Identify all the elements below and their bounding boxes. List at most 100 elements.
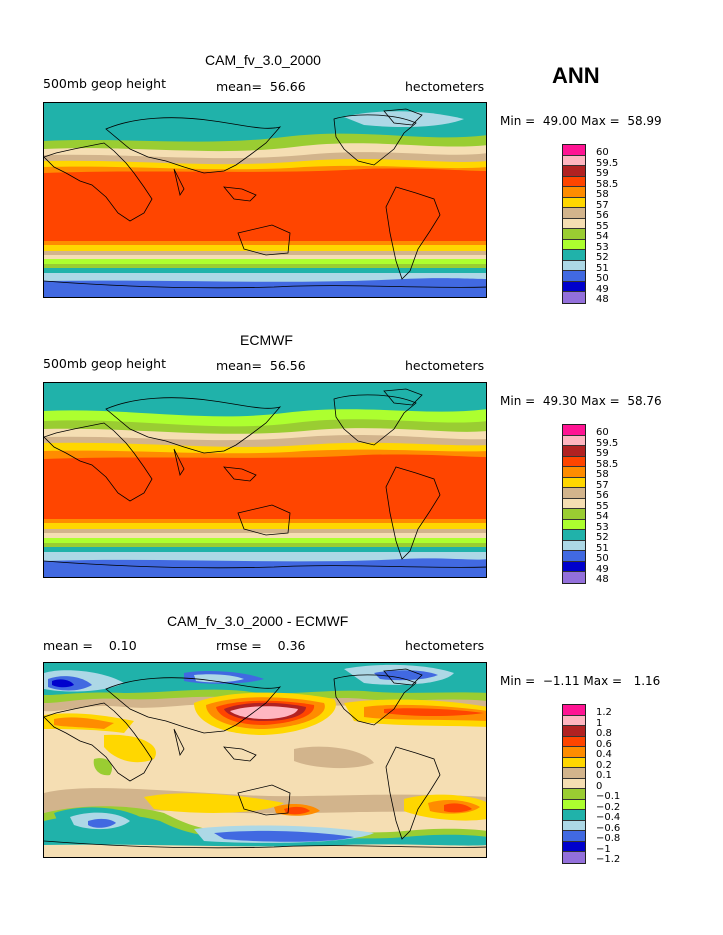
- colorbar-swatch: [563, 239, 585, 250]
- panel2-colorbar: [562, 424, 586, 584]
- colorbar-label: 54: [596, 231, 609, 242]
- colorbar-swatch: [563, 208, 585, 219]
- panel1-units: hectometers: [405, 79, 485, 94]
- colorbar-label: 50: [596, 273, 609, 284]
- panel1-min-label: Min =: [500, 114, 536, 128]
- colorbar-label: 53: [596, 241, 609, 253]
- colorbar-swatch: [563, 488, 585, 499]
- panel1-colorbar: [562, 144, 586, 304]
- panel2-title: ECMWF: [240, 332, 293, 348]
- colorbar-swatch: [563, 778, 585, 789]
- panel2-field-label: 500mb geop height: [43, 356, 166, 371]
- colorbar-label: 1: [596, 717, 603, 729]
- colorbar-label: 57: [596, 479, 609, 491]
- colorbar-swatch: [563, 831, 585, 842]
- colorbar-swatch: [563, 747, 585, 758]
- panel2-minmax: Min = 49.30 Max = 58.76: [500, 394, 662, 408]
- panel1-mean-value: 56.66: [269, 79, 306, 94]
- colorbar-swatch: [563, 561, 585, 572]
- colorbar-swatch: [563, 820, 585, 831]
- colorbar-label: 49: [596, 563, 609, 575]
- colorbar-label: 59: [596, 168, 609, 179]
- colorbar-swatch: [563, 540, 585, 551]
- colorbar-swatch: [563, 726, 585, 737]
- colorbar-swatch: [563, 799, 585, 810]
- colorbar-label: 57: [596, 199, 609, 211]
- panel3-min-label: Min =: [500, 674, 536, 688]
- colorbar-swatch: [563, 572, 585, 583]
- colorbar-label: 52: [596, 252, 609, 263]
- colorbar-swatch: [563, 519, 585, 530]
- colorbar-swatch: [563, 281, 585, 292]
- colorbar-label: 59: [596, 448, 609, 459]
- panel3-rmse-label: rmse =: [216, 638, 262, 653]
- colorbar-swatch: [563, 425, 585, 436]
- colorbar-swatch: [563, 292, 585, 303]
- colorbar-label: 60: [596, 427, 609, 438]
- colorbar-swatch: [563, 852, 585, 863]
- colorbar-label: 55: [596, 500, 609, 512]
- colorbar-swatch: [563, 260, 585, 271]
- colorbar-label: 58.5: [596, 458, 619, 470]
- panel2-map: [43, 382, 487, 578]
- colorbar-label: 59.5: [596, 437, 619, 449]
- colorbar-swatch: [563, 197, 585, 208]
- panel2-max-value: 58.76: [627, 394, 662, 408]
- panel3-title: CAM_fv_3.0_2000 - ECMWF: [167, 613, 349, 629]
- colorbar-label: 49: [596, 283, 609, 295]
- colorbar-label: 60: [596, 147, 609, 158]
- panel3-units: hectometers: [405, 638, 485, 653]
- colorbar-swatch: [563, 551, 585, 562]
- colorbar-label: 58: [596, 189, 609, 200]
- colorbar-swatch: [563, 477, 585, 488]
- colorbar-swatch: [563, 757, 585, 768]
- colorbar-label: 56: [596, 210, 609, 221]
- colorbar-swatch: [563, 736, 585, 747]
- colorbar-label: 59.5: [596, 157, 619, 169]
- colorbar-swatch: [563, 456, 585, 467]
- colorbar-label: −0.8: [596, 833, 621, 844]
- panel2-field: [44, 383, 486, 577]
- colorbar-swatch: [563, 841, 585, 852]
- colorbar-label: 0.1: [596, 770, 612, 781]
- colorbar-swatch: [563, 271, 585, 282]
- colorbar-label: −1.2: [596, 854, 621, 865]
- colorbar-label: 55: [596, 220, 609, 232]
- colorbar-swatch: [563, 498, 585, 509]
- colorbar-label: −0.2: [596, 801, 621, 813]
- colorbar-label: 52: [596, 532, 609, 543]
- panel3-rmse-value: 0.36: [277, 638, 306, 653]
- colorbar-swatch: [563, 155, 585, 166]
- panel2-max-label: Max =: [581, 394, 620, 408]
- colorbar-label: 0.8: [596, 728, 612, 739]
- panel2-mean: mean= 56.56: [216, 358, 306, 373]
- panel1-map: [43, 102, 487, 298]
- panel3-field: [44, 663, 486, 857]
- panel1-max-value: 58.99: [627, 114, 662, 128]
- panel1-field: [44, 103, 486, 297]
- panel1-min-value: 49.00: [542, 114, 578, 128]
- panel3-rmse: rmse = 0.36: [216, 638, 306, 653]
- colorbar-label: 0: [596, 780, 603, 792]
- colorbar-swatch: [563, 530, 585, 541]
- panel3-max-label: Max =: [583, 674, 623, 688]
- colorbar-swatch: [563, 705, 585, 716]
- colorbar-swatch: [563, 509, 585, 520]
- colorbar-label: −1: [596, 843, 611, 855]
- colorbar-label: 0.2: [596, 759, 612, 771]
- colorbar-swatch: [563, 768, 585, 779]
- colorbar-label: 58.5: [596, 178, 619, 190]
- panel2-units: hectometers: [405, 358, 485, 373]
- colorbar-label: −0.6: [596, 822, 621, 834]
- colorbar-label: 1.2: [596, 707, 612, 718]
- panel1-field-label: 500mb geop height: [43, 76, 166, 91]
- panel3-minmax: Min = −1.11 Max = 1.16: [500, 674, 660, 688]
- panel3-mean: mean = 0.10: [43, 638, 137, 653]
- colorbar-label: −0.4: [596, 812, 621, 823]
- colorbar-label: 0.4: [596, 749, 612, 760]
- panel1-mean-label: mean=: [216, 79, 262, 94]
- colorbar-label: 58: [596, 469, 609, 480]
- colorbar-label: 48: [596, 294, 609, 305]
- panel2-min-label: Min =: [500, 394, 536, 408]
- colorbar-swatch: [563, 435, 585, 446]
